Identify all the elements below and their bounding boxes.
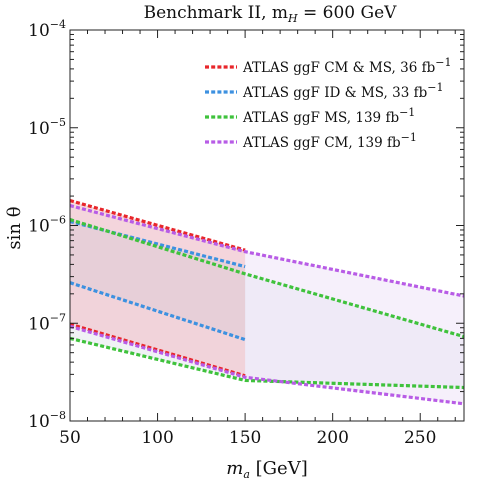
y-tick-label: 10−8 — [28, 409, 66, 432]
x-axis-label: ma [GeV] — [226, 458, 307, 480]
legend-label-2: ATLAS ggF MS, 139 fb−1 — [242, 106, 415, 126]
x-tick-label: 50 — [59, 428, 81, 448]
y-tick-label: 10−6 — [28, 214, 66, 237]
x-tick-labels: 50 100 150 200 250 — [59, 428, 436, 448]
series-3-lower-line — [69, 324, 465, 406]
y-axis-label: sin θ — [4, 206, 25, 249]
y-tick-labels: 10−8 10−7 10−6 10−5 10−4 — [28, 18, 66, 432]
legend: ATLAS ggF CM & MS, 36 fb−1 ATLAS ggF ID &… — [205, 56, 451, 151]
x-tick-label: 100 — [141, 428, 173, 448]
band-fill-0 — [70, 200, 246, 376]
axis-ticks — [69, 29, 464, 422]
series-2-upper-line — [69, 218, 465, 339]
series-1-upper-line — [69, 219, 246, 269]
series-3-upper-line — [69, 204, 465, 298]
band-lines — [69, 199, 465, 406]
x-tick-label: 200 — [316, 428, 348, 448]
legend-label-0: ATLAS ggF CM & MS, 36 fb−1 — [242, 56, 451, 76]
legend-label-3: ATLAS ggF CM, 139 fb−1 — [242, 131, 417, 151]
series-0-upper-line — [69, 199, 246, 252]
chart-title: Benchmark II, mH = 600 GeV — [144, 3, 398, 25]
y-tick-label: 10−5 — [28, 116, 66, 139]
x-tick-label: 250 — [404, 428, 436, 448]
series-2-lower-line — [69, 336, 465, 390]
y-tick-label: 10−4 — [28, 18, 66, 41]
y-tick-label: 10−7 — [28, 311, 66, 334]
legend-label-1: ATLAS ggF ID & MS, 33 fb−1 — [242, 81, 443, 101]
x-tick-label: 150 — [229, 428, 261, 448]
